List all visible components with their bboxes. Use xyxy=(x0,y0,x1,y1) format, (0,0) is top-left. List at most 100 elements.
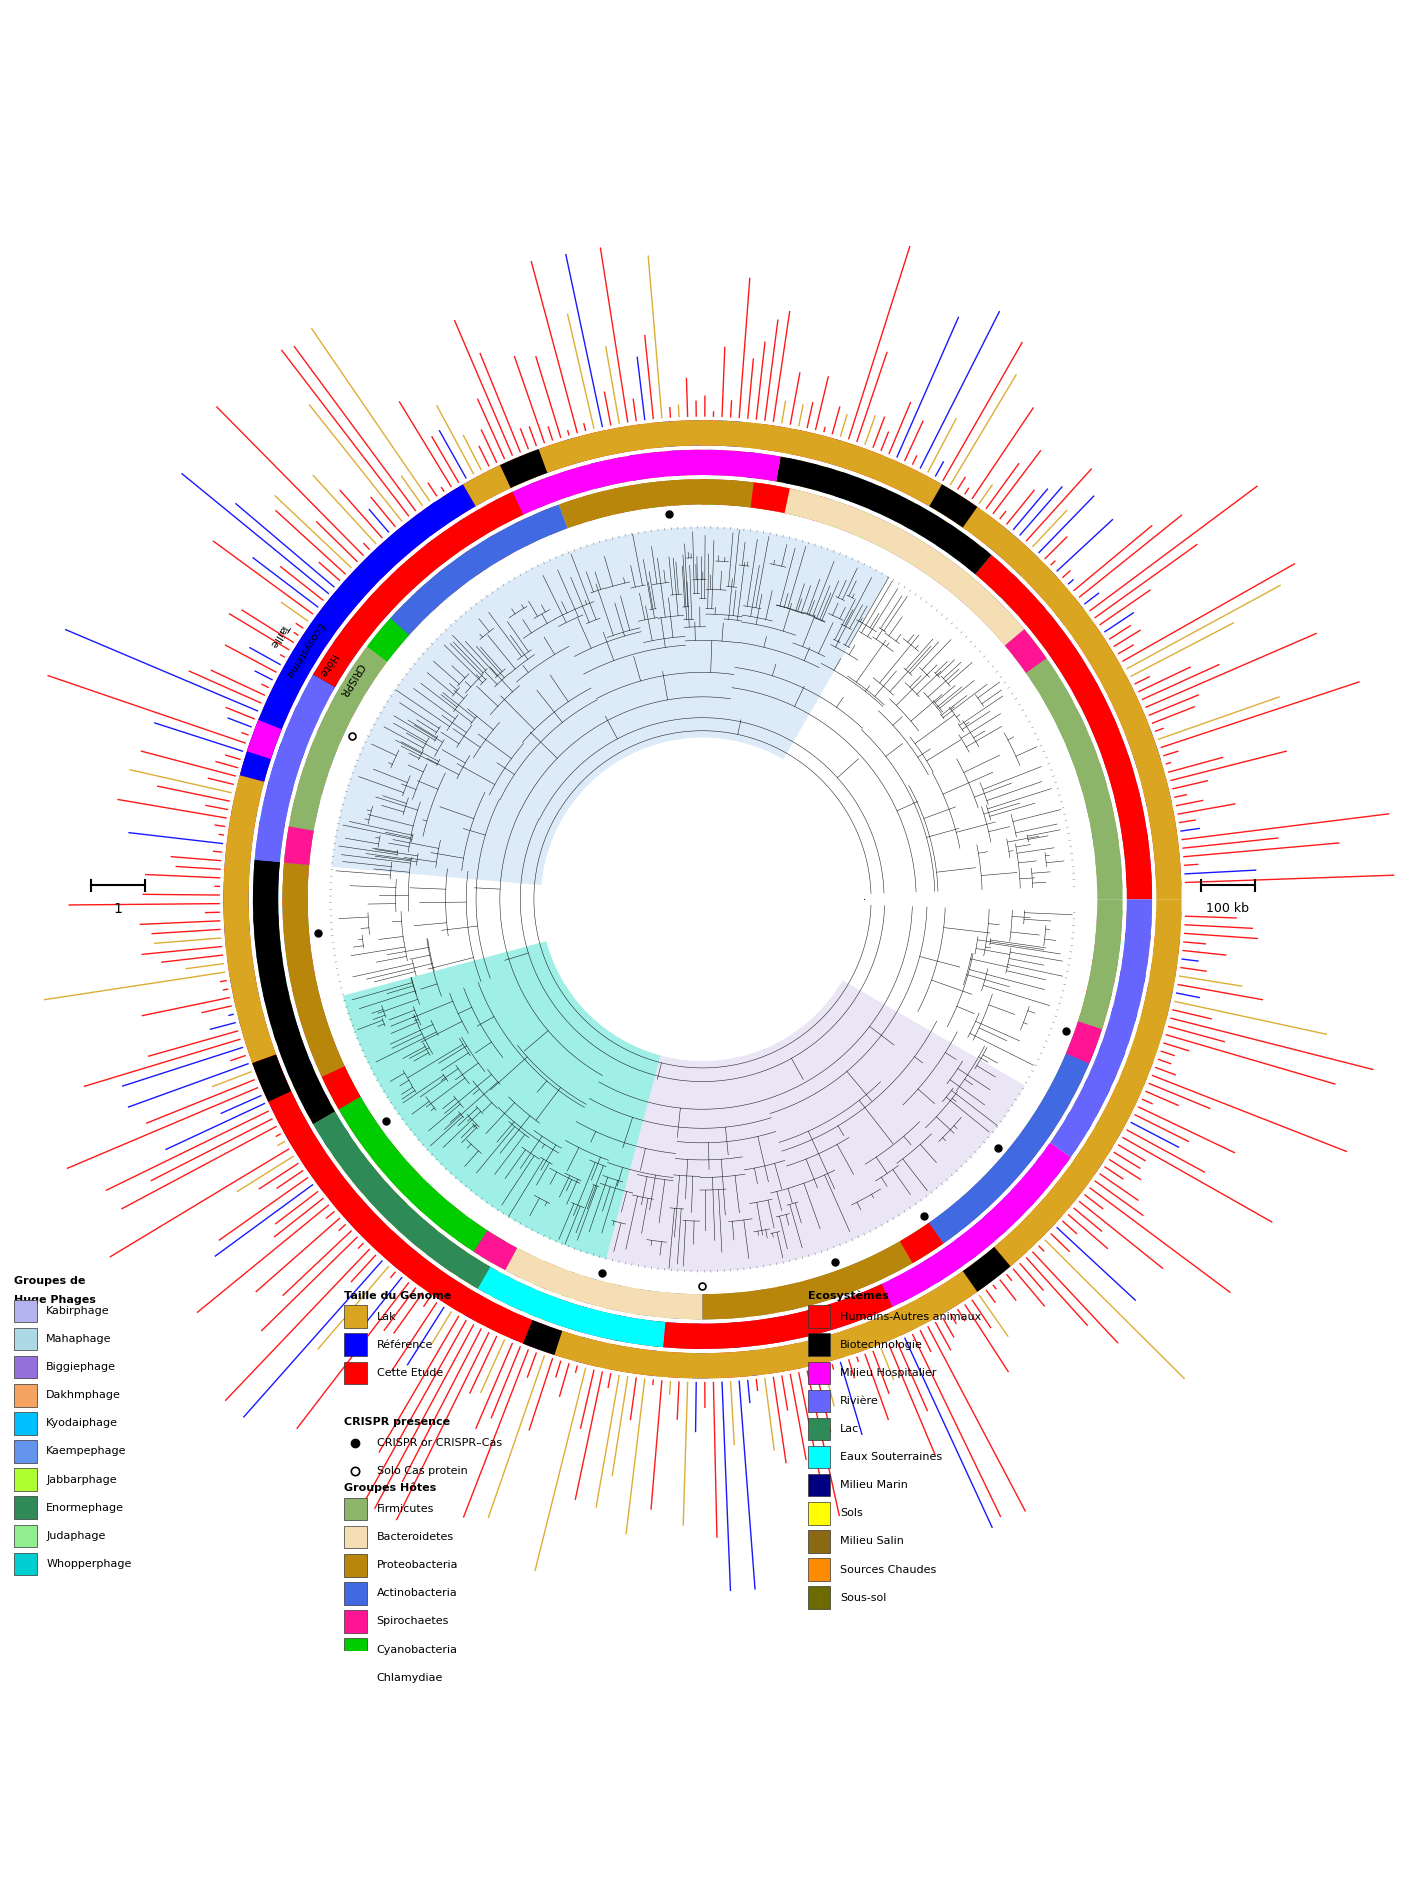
Wedge shape xyxy=(472,1263,492,1290)
Text: Kaempephage: Kaempephage xyxy=(46,1447,126,1457)
Wedge shape xyxy=(235,996,261,1009)
Wedge shape xyxy=(731,1322,740,1349)
Wedge shape xyxy=(253,725,280,742)
Wedge shape xyxy=(926,1222,946,1246)
Wedge shape xyxy=(316,664,341,683)
Wedge shape xyxy=(932,1216,953,1241)
Wedge shape xyxy=(641,423,652,450)
Wedge shape xyxy=(903,1303,922,1330)
Wedge shape xyxy=(274,677,301,696)
Wedge shape xyxy=(686,1294,694,1318)
Wedge shape xyxy=(725,1353,735,1377)
Wedge shape xyxy=(995,1159,1019,1182)
Wedge shape xyxy=(410,1184,433,1206)
Wedge shape xyxy=(740,421,752,448)
Wedge shape xyxy=(828,1303,843,1330)
Wedge shape xyxy=(263,1079,289,1098)
Wedge shape xyxy=(365,643,391,664)
Wedge shape xyxy=(930,520,950,544)
Wedge shape xyxy=(1058,1066,1083,1083)
Wedge shape xyxy=(874,455,891,482)
Wedge shape xyxy=(282,863,361,1110)
Wedge shape xyxy=(1107,1098,1134,1117)
Wedge shape xyxy=(821,467,835,493)
Wedge shape xyxy=(422,506,443,531)
Wedge shape xyxy=(351,567,375,590)
Wedge shape xyxy=(270,685,296,704)
Wedge shape xyxy=(1120,971,1145,983)
Wedge shape xyxy=(1117,706,1144,723)
Wedge shape xyxy=(278,742,305,759)
Wedge shape xyxy=(858,450,875,476)
Text: Cette Etude: Cette Etude xyxy=(377,1368,443,1377)
Wedge shape xyxy=(481,1235,500,1260)
Wedge shape xyxy=(438,1206,459,1231)
Wedge shape xyxy=(1073,1026,1100,1041)
Wedge shape xyxy=(771,1286,783,1313)
Bar xyxy=(808,1362,830,1385)
Wedge shape xyxy=(407,1258,430,1282)
Wedge shape xyxy=(740,1351,752,1377)
Wedge shape xyxy=(1087,645,1113,666)
Wedge shape xyxy=(1125,918,1152,928)
Wedge shape xyxy=(438,569,459,592)
Wedge shape xyxy=(863,484,880,510)
Wedge shape xyxy=(257,717,282,734)
Wedge shape xyxy=(278,1040,305,1057)
Wedge shape xyxy=(445,1248,466,1273)
Wedge shape xyxy=(259,820,285,831)
Wedge shape xyxy=(583,433,597,459)
Wedge shape xyxy=(708,421,718,446)
Wedge shape xyxy=(243,757,270,772)
Wedge shape xyxy=(791,1313,804,1339)
Wedge shape xyxy=(1010,546,1033,571)
Wedge shape xyxy=(320,656,346,677)
Wedge shape xyxy=(402,1214,424,1239)
Wedge shape xyxy=(1064,609,1089,632)
Wedge shape xyxy=(967,548,989,573)
Wedge shape xyxy=(1132,1038,1159,1055)
Wedge shape xyxy=(1125,856,1151,865)
Wedge shape xyxy=(326,706,353,723)
Wedge shape xyxy=(813,1307,828,1334)
Wedge shape xyxy=(312,740,337,755)
Wedge shape xyxy=(1000,1195,1024,1220)
Wedge shape xyxy=(260,975,287,986)
Wedge shape xyxy=(961,543,982,567)
Wedge shape xyxy=(590,463,603,489)
Wedge shape xyxy=(308,677,333,696)
Wedge shape xyxy=(948,533,969,558)
Wedge shape xyxy=(604,489,617,516)
Wedge shape xyxy=(235,789,261,802)
Wedge shape xyxy=(450,488,469,514)
Text: CRISPR: CRISPR xyxy=(337,662,365,698)
Wedge shape xyxy=(450,1214,471,1239)
Wedge shape xyxy=(821,1335,835,1362)
Wedge shape xyxy=(683,421,693,446)
Wedge shape xyxy=(1137,761,1163,776)
Wedge shape xyxy=(582,465,596,491)
Wedge shape xyxy=(330,698,355,717)
Wedge shape xyxy=(1062,660,1087,681)
Wedge shape xyxy=(462,550,482,575)
Wedge shape xyxy=(666,1353,676,1377)
Wedge shape xyxy=(649,1290,659,1317)
Wedge shape xyxy=(343,1153,367,1174)
Wedge shape xyxy=(1093,725,1120,742)
Wedge shape xyxy=(701,480,708,505)
Wedge shape xyxy=(1006,1191,1030,1214)
Wedge shape xyxy=(303,1096,330,1114)
Wedge shape xyxy=(597,1313,611,1337)
Wedge shape xyxy=(791,459,804,486)
Wedge shape xyxy=(488,535,506,560)
Wedge shape xyxy=(1086,986,1113,1000)
Wedge shape xyxy=(329,592,354,615)
Wedge shape xyxy=(867,1320,884,1347)
Wedge shape xyxy=(1096,916,1123,926)
Wedge shape xyxy=(743,1292,753,1317)
Wedge shape xyxy=(525,451,542,478)
Wedge shape xyxy=(225,931,250,943)
Wedge shape xyxy=(372,1188,396,1210)
Wedge shape xyxy=(287,833,313,844)
Wedge shape xyxy=(295,789,322,802)
